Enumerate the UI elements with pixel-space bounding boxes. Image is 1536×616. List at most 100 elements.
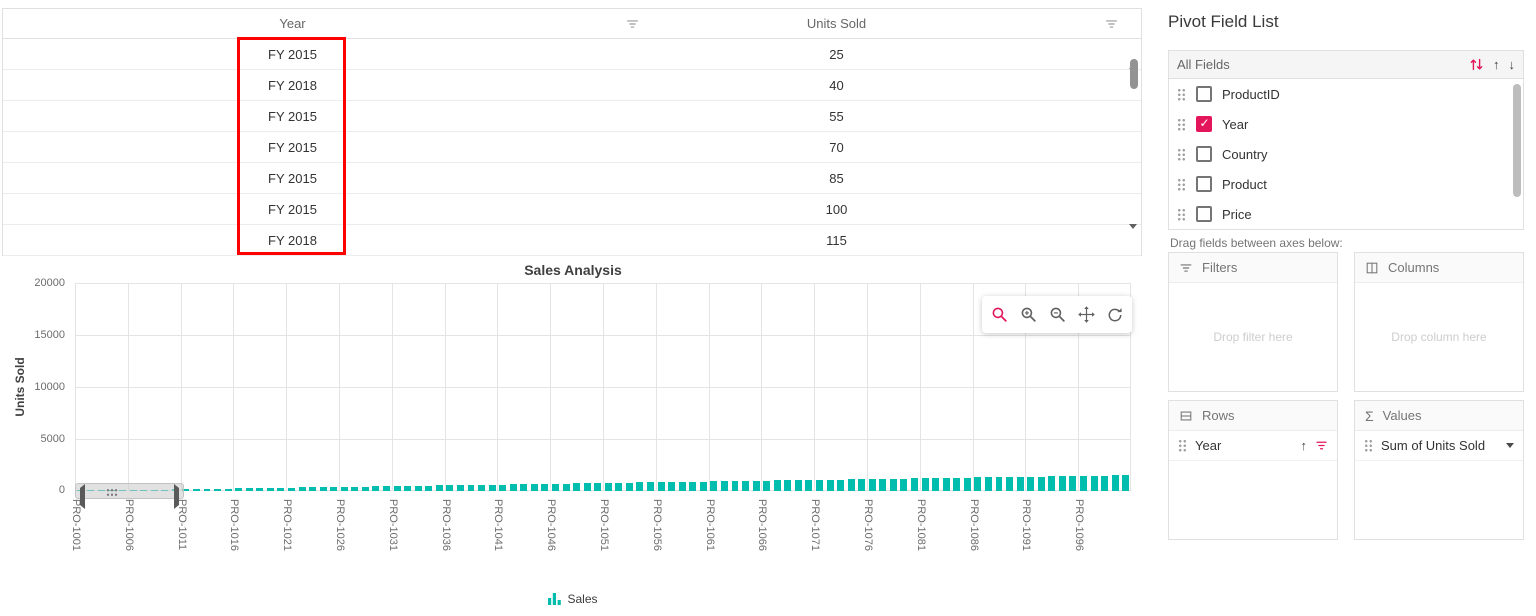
bar bbox=[224, 488, 232, 491]
drag-handle-icon[interactable] bbox=[1177, 177, 1186, 191]
bar bbox=[214, 488, 222, 491]
zoom-select-icon[interactable] bbox=[987, 303, 1011, 327]
year-cell: FY 2015 bbox=[268, 46, 317, 62]
bar bbox=[1122, 475, 1130, 491]
rows-icon bbox=[1179, 409, 1193, 423]
table-row[interactable]: FY 2015 25 bbox=[3, 39, 1141, 70]
gridline bbox=[919, 283, 921, 491]
reset-zoom-icon[interactable] bbox=[1103, 303, 1127, 327]
bar bbox=[763, 480, 771, 491]
bar bbox=[1090, 475, 1098, 491]
bar bbox=[984, 477, 992, 491]
filters-drop-zone[interactable]: Drop filter here bbox=[1169, 283, 1337, 391]
field-checkbox[interactable] bbox=[1196, 176, 1212, 192]
dropdown-caret-icon[interactable] bbox=[1504, 443, 1514, 448]
filter-icon[interactable] bbox=[1104, 17, 1119, 31]
bar bbox=[868, 479, 876, 491]
gridline bbox=[497, 283, 499, 491]
bar bbox=[488, 484, 496, 491]
drag-handle-icon[interactable] bbox=[1177, 87, 1186, 101]
bar bbox=[541, 483, 549, 491]
columns-drop-area[interactable]: Columns Drop column here bbox=[1354, 252, 1524, 392]
bar bbox=[1027, 476, 1035, 491]
pan-icon[interactable] bbox=[1074, 303, 1098, 327]
values-drop-area[interactable]: Σ Values Sum of Units Sold bbox=[1354, 400, 1524, 540]
bar bbox=[1016, 476, 1024, 491]
zoom-in-icon[interactable] bbox=[1016, 303, 1040, 327]
field-checkbox[interactable] bbox=[1196, 86, 1212, 102]
y-axis-tick-label: 5000 bbox=[40, 433, 65, 445]
drag-handle-icon[interactable] bbox=[1177, 117, 1186, 131]
field-checkbox[interactable] bbox=[1196, 206, 1212, 222]
grid-scrollbar-thumb[interactable] bbox=[1130, 59, 1138, 89]
table-row[interactable]: FY 2018 115 bbox=[3, 225, 1141, 256]
gridline bbox=[603, 283, 604, 491]
gridline bbox=[867, 283, 868, 491]
field-checkbox[interactable] bbox=[1196, 146, 1212, 162]
panel-title: Pivot Field List bbox=[1168, 12, 1279, 31]
bar bbox=[319, 487, 327, 491]
row-field-chip[interactable]: Year ↑ bbox=[1169, 431, 1337, 461]
filters-drop-area[interactable]: Filters Drop filter here bbox=[1168, 252, 1338, 392]
gridline bbox=[339, 283, 340, 491]
gridline bbox=[391, 283, 393, 491]
drag-handle-icon[interactable] bbox=[1364, 439, 1373, 452]
field-list-item[interactable]: Country bbox=[1169, 139, 1523, 169]
move-down-icon[interactable]: ↓ bbox=[1508, 57, 1516, 72]
bar bbox=[932, 478, 940, 491]
field-list-scrollbar-thumb[interactable] bbox=[1513, 84, 1521, 197]
bar bbox=[720, 481, 728, 491]
chart-scrollbar[interactable] bbox=[75, 483, 184, 509]
table-row[interactable]: FY 2015 55 bbox=[3, 101, 1141, 132]
bar bbox=[530, 484, 538, 491]
column-header-units-sold[interactable]: Units Sold bbox=[662, 9, 1141, 38]
bar bbox=[921, 478, 929, 491]
field-list-item[interactable]: Product bbox=[1169, 169, 1523, 199]
sort-fields-icon[interactable] bbox=[1469, 57, 1484, 72]
filter-icon[interactable] bbox=[1315, 439, 1328, 452]
filter-icon[interactable] bbox=[625, 17, 640, 31]
x-axis-tick-label: PRO-1086 bbox=[967, 499, 980, 551]
scroll-right-icon[interactable] bbox=[174, 484, 179, 509]
scroll-down-icon[interactable] bbox=[1129, 224, 1137, 247]
chart-legend-item[interactable]: Sales bbox=[0, 592, 1146, 606]
zoom-out-icon[interactable] bbox=[1045, 303, 1069, 327]
year-cell: FY 2015 bbox=[268, 139, 317, 155]
bar bbox=[256, 488, 264, 491]
units-sold-cell: 70 bbox=[829, 139, 844, 155]
move-up-icon[interactable]: ↑ bbox=[1493, 57, 1500, 72]
drag-handle-icon[interactable] bbox=[1177, 147, 1186, 161]
x-axis-tick-label: PRO-1081 bbox=[914, 499, 927, 551]
columns-drop-zone[interactable]: Drop column here bbox=[1355, 283, 1523, 391]
scroll-left-icon[interactable] bbox=[80, 484, 85, 509]
drag-handle-icon[interactable] bbox=[1177, 207, 1186, 221]
bar bbox=[1037, 476, 1045, 491]
bar bbox=[995, 477, 1003, 491]
bar bbox=[1048, 476, 1056, 491]
scrollbar-grip-icon[interactable] bbox=[106, 488, 118, 497]
field-list-item[interactable]: Year bbox=[1169, 109, 1523, 139]
x-axis-tick-label: PRO-1041 bbox=[492, 499, 505, 551]
units-sold-cell: 40 bbox=[829, 77, 844, 93]
bar bbox=[699, 481, 707, 491]
value-field-chip[interactable]: Sum of Units Sold bbox=[1355, 431, 1523, 461]
bar bbox=[900, 478, 908, 491]
bar bbox=[277, 487, 285, 491]
bar bbox=[351, 486, 359, 491]
sort-ascending-icon[interactable]: ↑ bbox=[1300, 438, 1308, 453]
plot-area[interactable]: 0 5000 10000 15000 20000 PRO-1001 PRO-1006 PRO-… bbox=[34, 277, 1131, 551]
field-list-item[interactable]: Price bbox=[1169, 199, 1523, 229]
rows-drop-zone[interactable]: Year ↑ bbox=[1169, 431, 1337, 539]
field-checkbox[interactable] bbox=[1196, 116, 1212, 132]
column-header-year[interactable]: Year bbox=[3, 9, 662, 38]
bar bbox=[330, 487, 338, 491]
rows-drop-area[interactable]: Rows Year ↑ bbox=[1168, 400, 1338, 540]
drag-handle-icon[interactable] bbox=[1178, 439, 1187, 452]
table-row[interactable]: FY 2018 40 bbox=[3, 70, 1141, 101]
table-row[interactable]: FY 2015 100 bbox=[3, 194, 1141, 225]
year-cell: FY 2018 bbox=[268, 232, 317, 248]
table-row[interactable]: FY 2015 85 bbox=[3, 163, 1141, 194]
field-list-item[interactable]: ProductID bbox=[1169, 79, 1523, 109]
table-row[interactable]: FY 2015 70 bbox=[3, 132, 1141, 163]
values-drop-zone[interactable]: Sum of Units Sold bbox=[1355, 431, 1523, 539]
